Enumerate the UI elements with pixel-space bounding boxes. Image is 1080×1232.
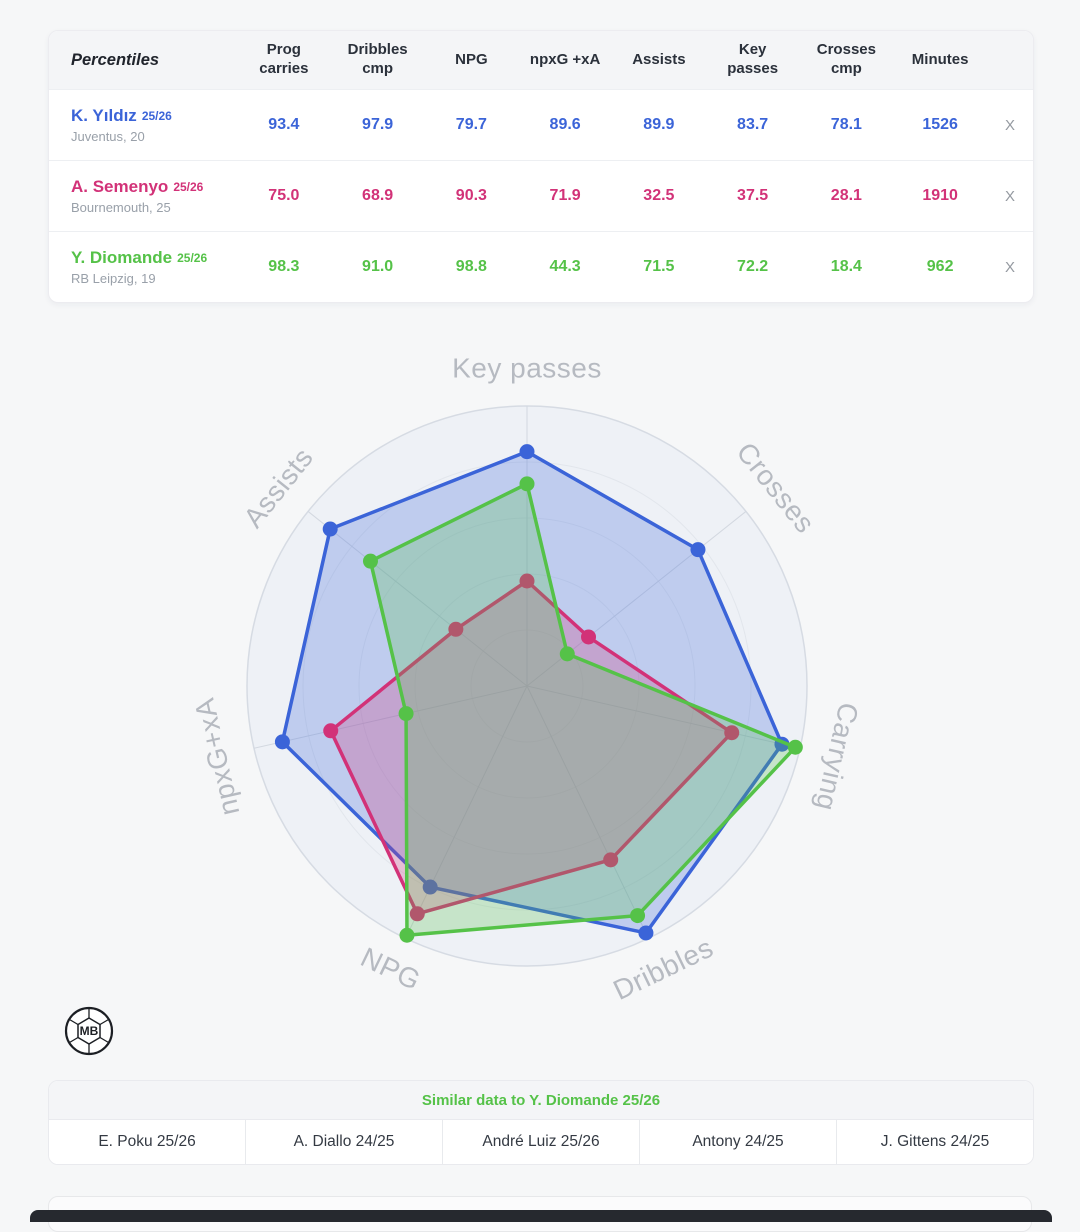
radar-point: [787, 739, 803, 755]
radar-point: [519, 444, 535, 460]
player-name: A. Semenyo: [71, 177, 169, 197]
table-row: A. Semenyo 25/26 Bournemouth, 25 75.0 68.…: [49, 160, 1033, 231]
radar-spoke: [405, 685, 528, 939]
player-name: Y. Diomande: [71, 248, 173, 268]
player-meta: Bournemouth, 25: [71, 199, 171, 215]
player-cell[interactable]: Y. Diomande 25/26 RB Leipzig, 19: [49, 248, 237, 286]
column-header-npxg-xa: npxG +xA: [529, 50, 601, 68]
stat-value: 68.9: [362, 187, 394, 204]
similar-player-button[interactable]: Antony 24/25: [639, 1120, 836, 1164]
remove-player-button[interactable]: X: [997, 113, 1023, 138]
player-meta: RB Leipzig, 19: [71, 270, 156, 286]
player-season: 25/26: [141, 109, 172, 124]
radar-axis-label: Carrying: [810, 700, 865, 814]
player-meta: Juventus, 20: [71, 128, 145, 144]
radar-point: [399, 927, 415, 943]
radar-point: [519, 476, 535, 492]
radar-chart-area: Key passes Crosses Carrying Dribbles NPG npxG…: [177, 346, 877, 1026]
table-row: K. Yıldız 25/26 Juventus, 20 93.4 97.9 79…: [49, 89, 1033, 160]
radar-axis-label: NPG: [356, 941, 425, 996]
radar-point: [362, 553, 378, 569]
remove-player-button[interactable]: X: [997, 184, 1023, 209]
stat-value: 1526: [922, 116, 958, 133]
table-header-row: Percentiles Prog carries Dribbles cmp NP…: [49, 31, 1033, 89]
bottom-dark-bar: [30, 1210, 1052, 1222]
stat-value: 90.3: [455, 187, 487, 204]
stat-value: 44.3: [549, 258, 581, 275]
similar-data-title: Similar data to Y. Diomande 25/26: [49, 1081, 1033, 1120]
radar-point: [398, 706, 414, 722]
table-title-cell: Percentiles: [49, 51, 237, 70]
radar-point: [559, 646, 575, 662]
radar-point: [274, 734, 290, 750]
stat-value: 37.5: [737, 187, 769, 204]
similar-player-button[interactable]: E. Poku 25/26: [49, 1120, 245, 1164]
stat-value: 78.1: [830, 116, 862, 133]
stat-value: 72.2: [737, 258, 769, 275]
radar-point: [322, 521, 338, 537]
mb-logo-ball-icon: MB: [64, 1006, 114, 1056]
stat-value: 98.3: [268, 258, 300, 275]
table-row: Y. Diomande 25/26 RB Leipzig, 19 98.3 91.…: [49, 231, 1033, 302]
column-header-dribbles-cmp: Dribbles cmp: [347, 41, 408, 77]
column-header-key-passes: Key passes: [727, 41, 779, 77]
radar-axis-label: npxG+xA: [188, 695, 245, 818]
similar-player-button[interactable]: J. Gittens 24/25: [836, 1120, 1033, 1164]
player-season: 25/26: [177, 251, 208, 266]
stat-value: 83.7: [737, 116, 769, 133]
similar-player-button[interactable]: André Luiz 25/26: [442, 1120, 639, 1164]
stat-value: 1910: [922, 187, 958, 204]
stat-value: 91.0: [362, 258, 394, 275]
similar-data-card: Similar data to Y. Diomande 25/26 E. Pok…: [48, 1080, 1034, 1165]
stat-value: 18.4: [830, 258, 862, 275]
stat-value: 89.6: [549, 116, 581, 133]
column-header-npg: NPG: [455, 50, 488, 68]
stat-value: 32.5: [643, 187, 675, 204]
similar-data-row: E. Poku 25/26 A. Diallo 24/25 André Luiz…: [49, 1120, 1033, 1164]
stat-value: 71.9: [549, 187, 581, 204]
stat-value: 28.1: [830, 187, 862, 204]
radar-spoke: [526, 685, 649, 939]
stat-value: 962: [926, 258, 954, 275]
column-header-prog-carries: Prog carries: [259, 41, 309, 77]
player-season: 25/26: [173, 180, 204, 195]
remove-player-button[interactable]: X: [997, 255, 1023, 280]
stat-value: 97.9: [362, 116, 394, 133]
stat-value: 79.7: [455, 116, 487, 133]
player-name: K. Yıldız: [71, 106, 137, 126]
radar-point: [638, 925, 654, 941]
radar-point: [603, 852, 619, 868]
radar-point: [409, 906, 425, 922]
percentiles-table: Percentiles Prog carries Dribbles cmp NP…: [48, 30, 1034, 303]
radar-point: [323, 723, 339, 739]
radar-point: [724, 725, 740, 741]
table-title: Percentiles: [71, 50, 160, 69]
radar-axis-label: Key passes: [452, 352, 602, 383]
radar-point: [448, 621, 464, 637]
column-header-minutes: Minutes: [911, 50, 969, 68]
radar-polygon: [368, 482, 798, 937]
stat-value: 98.8: [455, 258, 487, 275]
radar-point: [422, 879, 438, 895]
mb-logo: MB: [63, 1005, 115, 1057]
stat-value: 75.0: [268, 187, 300, 204]
radar-polygon: [328, 579, 734, 916]
radar-point: [519, 573, 535, 589]
radar-point: [630, 908, 646, 924]
radar-point: [690, 542, 706, 558]
column-header-crosses-cmp: Crosses cmp: [816, 41, 876, 77]
radar-chart: Key passesCrossesCarryingDribblesNPGnpxG…: [188, 352, 865, 1006]
similar-player-button[interactable]: A. Diallo 24/25: [245, 1120, 442, 1164]
stat-value: 71.5: [643, 258, 675, 275]
radar-spoke: [253, 685, 528, 749]
player-cell[interactable]: A. Semenyo 25/26 Bournemouth, 25: [49, 177, 237, 215]
player-cell[interactable]: K. Yıldız 25/26 Juventus, 20: [49, 106, 237, 144]
stat-value: 93.4: [268, 116, 300, 133]
mb-logo-text: MB: [80, 1024, 99, 1038]
stat-value: 89.9: [643, 116, 675, 133]
radar-spoke: [307, 511, 528, 687]
column-header-assists: Assists: [632, 50, 686, 68]
radar-point: [581, 629, 597, 645]
radar-spoke: [526, 685, 801, 749]
